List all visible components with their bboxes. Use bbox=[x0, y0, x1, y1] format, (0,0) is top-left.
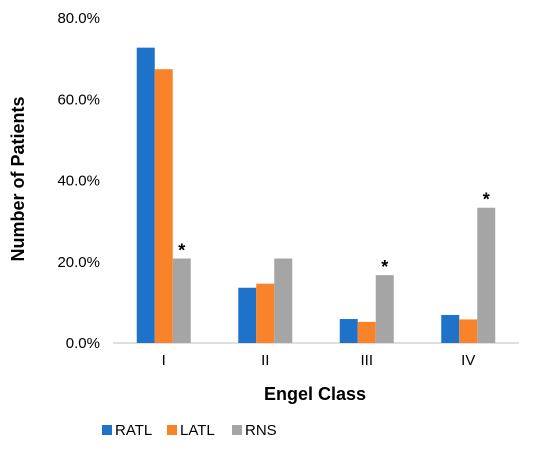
y-tick-label: 80.0% bbox=[57, 10, 100, 27]
bar-latl-iv bbox=[459, 319, 478, 343]
bars bbox=[136, 47, 496, 343]
bar-rns-ii bbox=[274, 258, 293, 343]
bar-latl-ii bbox=[256, 283, 275, 343]
bar-rns-iii bbox=[375, 275, 394, 343]
bar-ratl-ii bbox=[238, 287, 257, 343]
bar-rns-i bbox=[172, 258, 191, 343]
bar-latl-i bbox=[154, 69, 173, 343]
x-tick-label: I bbox=[162, 352, 166, 369]
bar-ratl-i bbox=[136, 47, 155, 343]
legend: RATL LATL RNS bbox=[102, 422, 277, 439]
y-tick-label: 60.0% bbox=[57, 91, 100, 108]
y-tick-label: 0.0% bbox=[66, 335, 100, 352]
x-tick-label: IV bbox=[461, 352, 475, 369]
bar-ratl-iv bbox=[441, 314, 460, 343]
legend-label: LATL bbox=[180, 422, 215, 439]
annotations: * * * bbox=[178, 190, 490, 277]
x-tick-label: III bbox=[360, 352, 373, 369]
y-axis: 0.0% 20.0% 40.0% 60.0% 80.0% bbox=[57, 10, 100, 352]
bar-rns-iv bbox=[477, 207, 496, 343]
y-axis-title: Number of Patients bbox=[8, 96, 28, 261]
x-axis-title: Engel Class bbox=[264, 384, 366, 404]
x-axis: I II III IV bbox=[113, 342, 519, 369]
x-tick-label: II bbox=[261, 352, 269, 369]
legend-swatch bbox=[102, 425, 112, 435]
legend-label: RATL bbox=[115, 422, 152, 439]
bar-latl-iii bbox=[357, 321, 376, 343]
significance-marker: * bbox=[178, 241, 185, 261]
legend-swatch bbox=[167, 425, 177, 435]
significance-marker: * bbox=[381, 257, 388, 277]
legend-label: RNS bbox=[245, 422, 277, 439]
y-tick-label: 20.0% bbox=[57, 254, 100, 271]
y-tick-label: 40.0% bbox=[57, 173, 100, 190]
legend-swatch bbox=[232, 425, 242, 435]
bar-ratl-iii bbox=[339, 319, 358, 343]
significance-marker: * bbox=[483, 190, 490, 210]
